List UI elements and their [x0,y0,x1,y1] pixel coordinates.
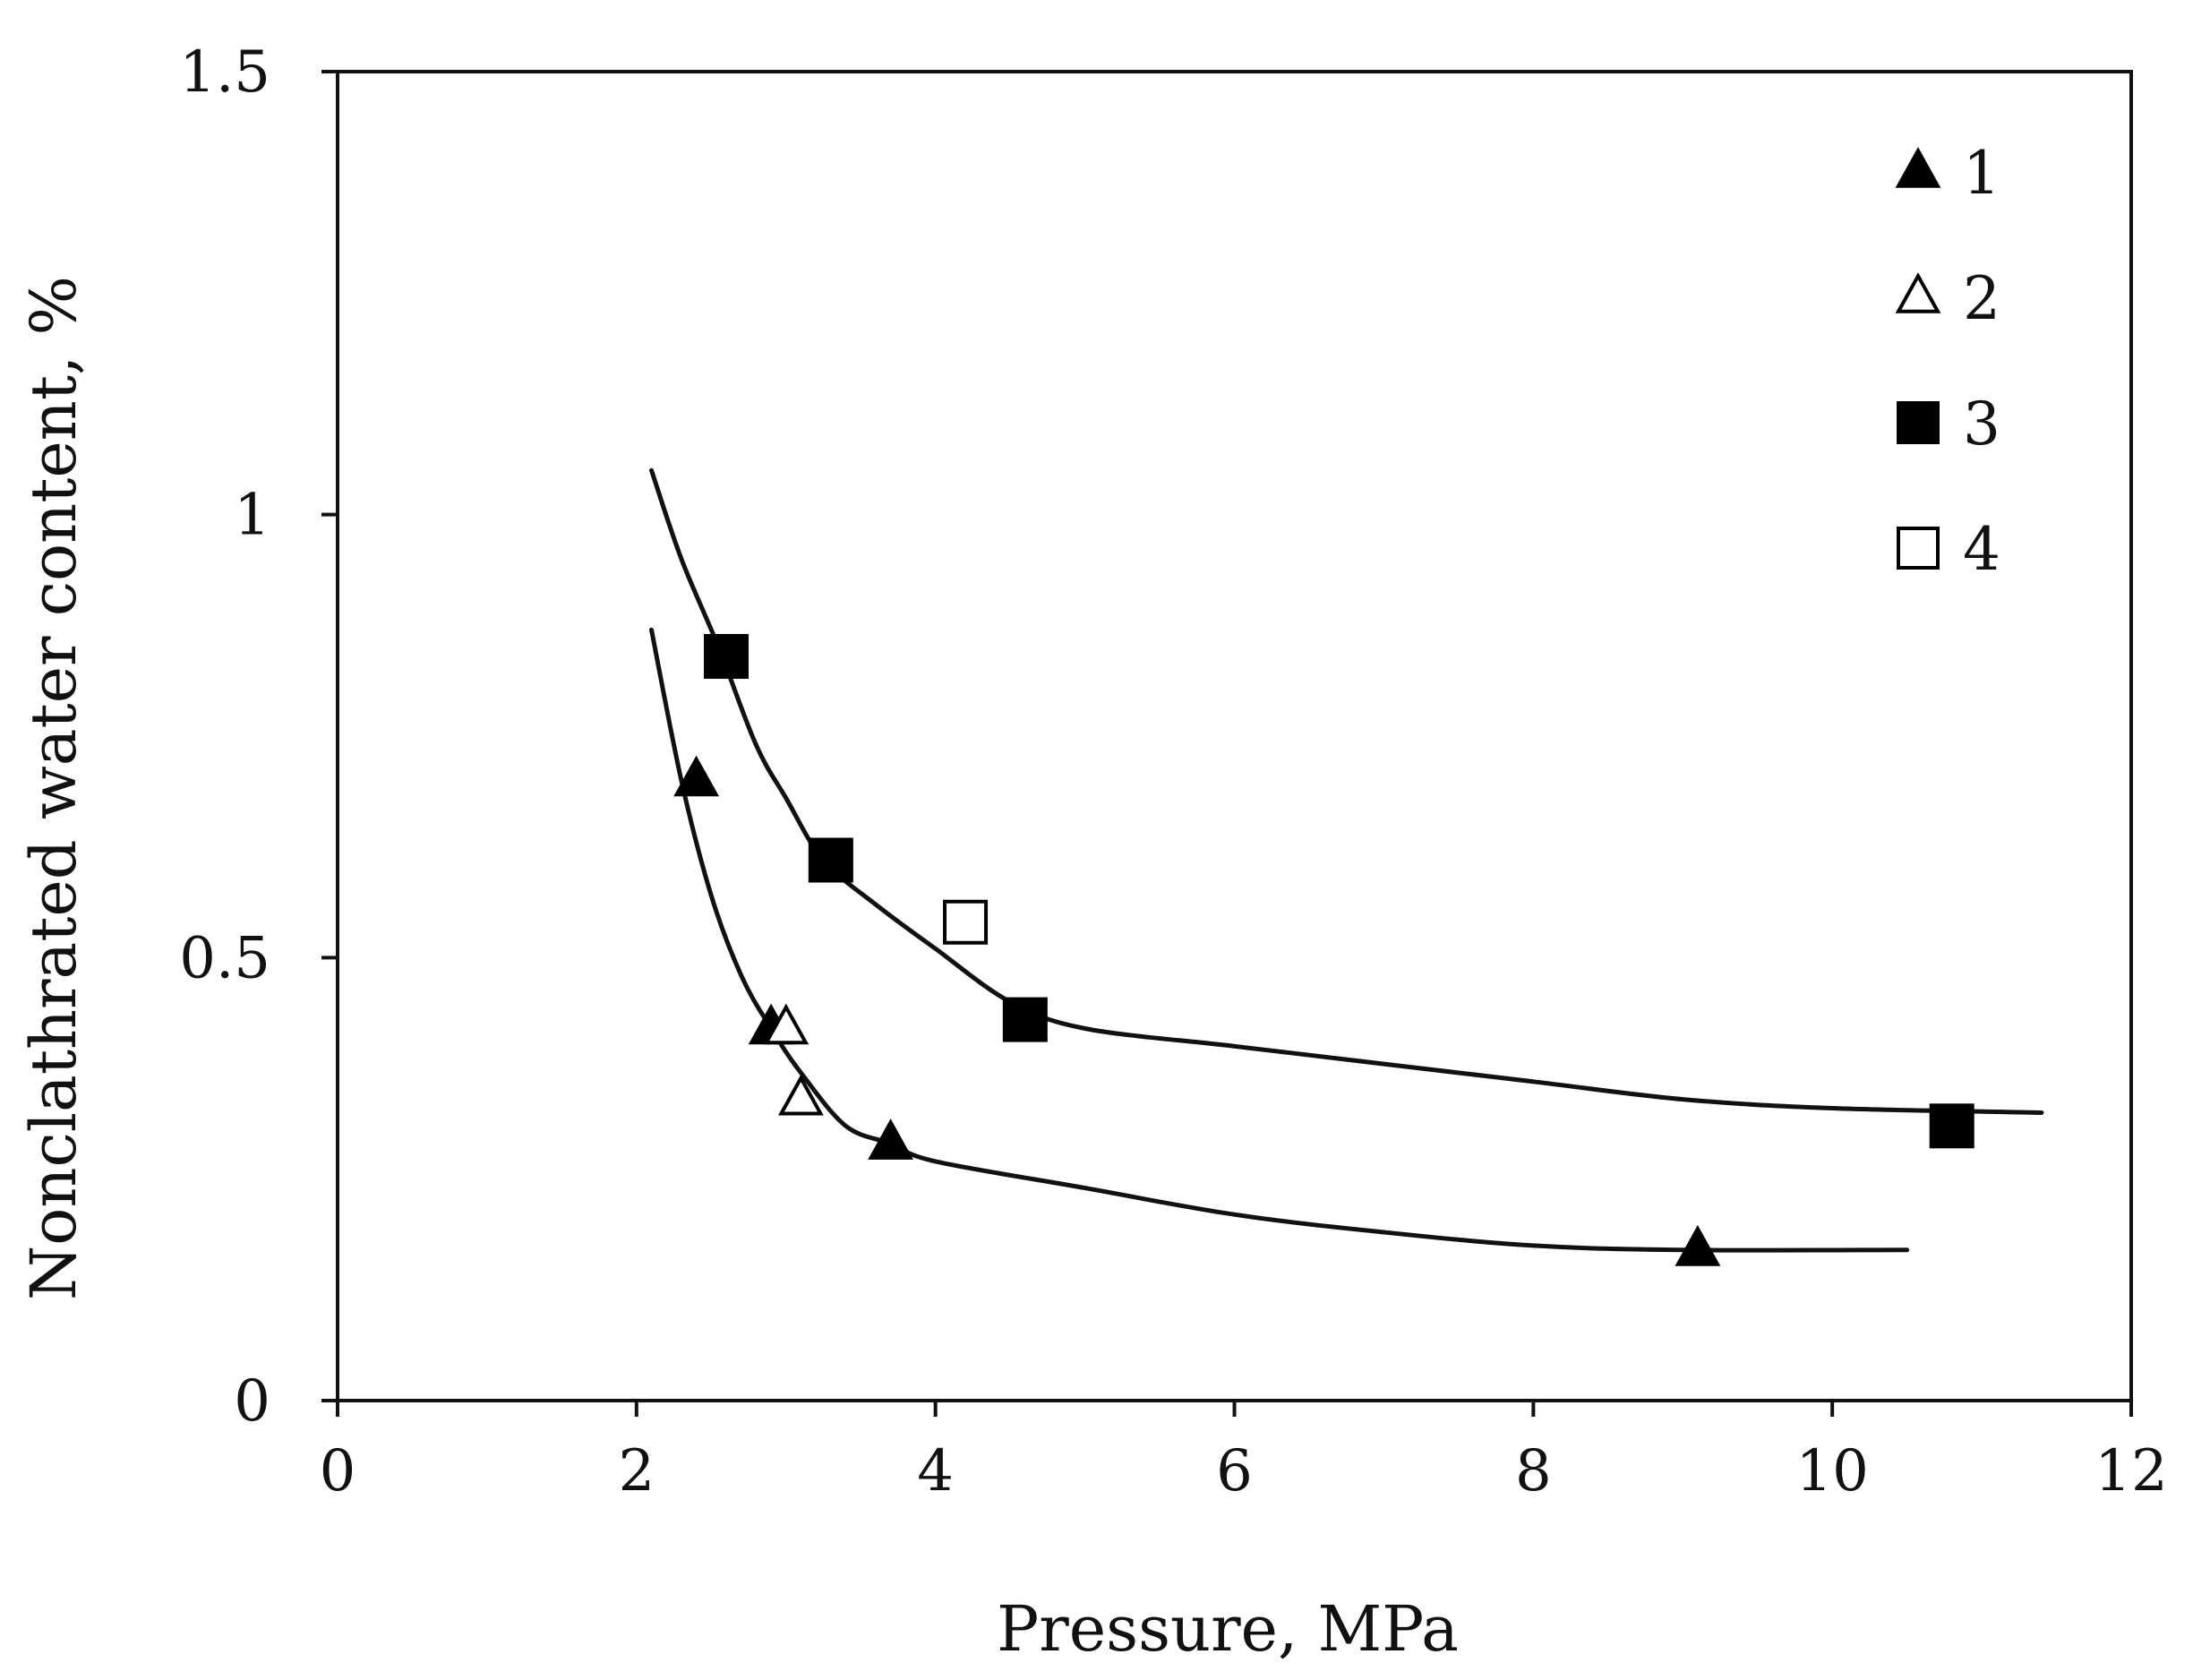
x-tick-label: 6 [1216,1438,1253,1504]
x-axis: 0 2 4 6 8 10 12 [320,1401,2168,1504]
y-tick-label: 1 [234,483,270,549]
legend-marker-3 [1897,401,1940,444]
legend: 1 2 3 4 [1895,139,2000,584]
legend-marker-4 [1897,527,1940,570]
series-3-point [703,633,749,679]
x-tick-label: 12 [2094,1438,2167,1504]
series-3-point [1002,997,1048,1042]
y-axis: 0 0.5 1 1.5 [179,39,338,1435]
x-tick-label: 8 [1515,1438,1552,1504]
series-3-point [808,837,853,883]
legend-marker-2 [1895,272,1941,313]
y-tick-label: 1.5 [179,39,270,106]
legend-label-3: 3 [1963,390,2000,459]
x-tick-label: 0 [320,1438,356,1504]
lower-curve [649,627,1910,1253]
legend-label-1: 1 [1963,139,2000,208]
series-2-point [778,1074,824,1116]
data-markers [673,633,1975,1266]
legend-label-2: 2 [1963,264,2000,333]
series-1-point [868,1119,913,1160]
legend-marker-1 [1895,147,1941,188]
y-tick-label: 0.5 [179,925,270,991]
series-2-point [763,1003,810,1045]
series-4-point [943,899,989,945]
series-3-point [1929,1103,1975,1149]
x-tick-label: 10 [1795,1438,1868,1504]
x-tick-label: 2 [618,1438,655,1504]
series-1-point [673,755,719,797]
x-tick-label: 4 [917,1438,954,1504]
series-1-point [1675,1224,1721,1266]
y-tick-label: 0 [234,1368,270,1435]
x-axis-title: Pressure, MPa [997,1592,1459,1666]
y-axis-title: Nonclathrated water content, % [17,276,90,1300]
legend-label-4: 4 [1963,515,2000,584]
